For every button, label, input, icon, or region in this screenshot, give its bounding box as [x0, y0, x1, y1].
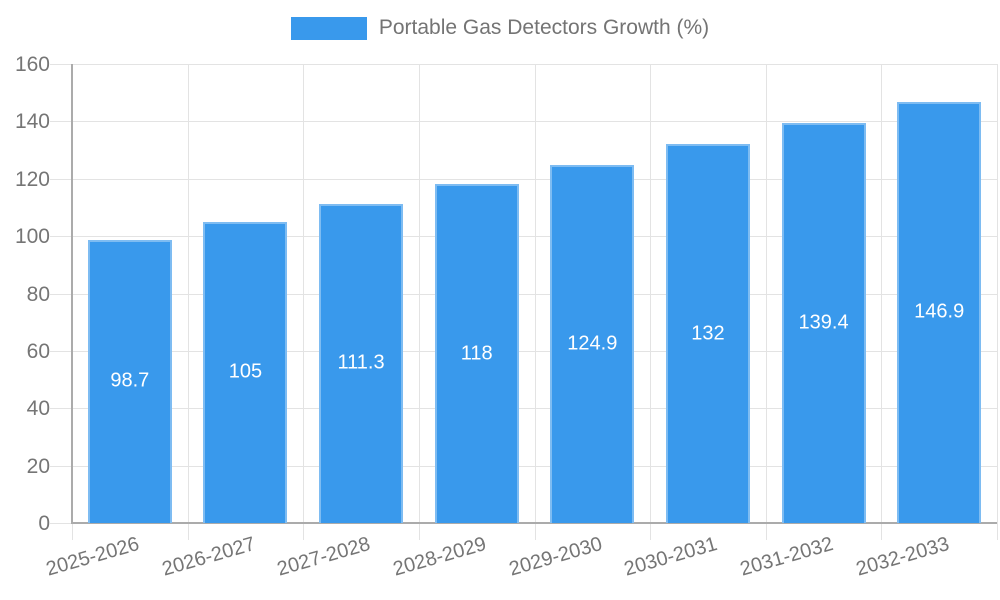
y-axis-line: [71, 64, 73, 523]
x-axis-tick-label: 2027-2028: [275, 533, 374, 581]
bar-2025-2026[interactable]: [87, 239, 172, 523]
gridline-vertical: [650, 64, 652, 540]
x-axis-tick-label: 2028-2029: [390, 533, 489, 581]
x-axis-tick-label: 2026-2027: [159, 533, 258, 581]
bar-2027-2028[interactable]: [319, 203, 404, 523]
gridline-vertical: [303, 64, 305, 540]
gridline-vertical: [997, 64, 998, 540]
bar-2029-2030[interactable]: [550, 164, 635, 523]
x-axis-tick-label: 2025-2026: [43, 533, 142, 581]
bar-value-label: 146.9: [914, 300, 965, 323]
y-axis-tick-label: 120: [14, 167, 50, 191]
y-axis-tick-label: 20: [26, 454, 50, 478]
x-axis-line: [71, 522, 997, 524]
gridline-vertical: [187, 64, 189, 540]
y-axis-tick-label: 0: [38, 512, 50, 535]
bar-2026-2027[interactable]: [203, 221, 288, 523]
bar-2030-2031[interactable]: [665, 144, 750, 523]
legend-swatch-icon: [290, 16, 367, 40]
gridline-horizontal: [50, 236, 997, 238]
legend[interactable]: Portable Gas Detectors Growth (%): [0, 16, 1000, 40]
y-axis-tick-label: 80: [26, 282, 50, 306]
gridline-horizontal: [50, 293, 997, 295]
bar-value-label: 105: [228, 360, 263, 383]
gridline-vertical: [765, 64, 767, 540]
y-axis-tick-label: 60: [26, 339, 50, 363]
gridline-horizontal: [50, 178, 997, 180]
y-axis-tick-label: 140: [14, 110, 50, 134]
x-axis-tick-label: 2030-2031: [621, 533, 721, 581]
gridline-vertical: [418, 64, 420, 540]
gridline-horizontal: [50, 408, 997, 410]
gridline-horizontal: [50, 64, 997, 65]
y-axis-tick-label: 40: [26, 397, 50, 421]
bar-value-label: 132: [691, 322, 725, 345]
bar-value-label: 124.9: [567, 332, 618, 355]
bar-value-label: 111.3: [337, 351, 385, 374]
bar-2032-2033[interactable]: [897, 101, 982, 523]
bar-2031-2032[interactable]: [781, 123, 866, 523]
y-axis-tick-label: 100: [14, 225, 50, 249]
legend-label: Portable Gas Detectors Growth (%): [378, 16, 710, 39]
bar-value-label: 118: [460, 342, 493, 365]
y-axis-tick-label: 160: [14, 53, 50, 76]
bar-value-label: 139.4: [798, 311, 849, 334]
x-axis-tick-label: 2029-2030: [506, 533, 605, 581]
bar-value-label: 98.7: [110, 369, 150, 392]
gridline-horizontal: [50, 465, 997, 467]
x-axis-tick-label: 2031-2032: [737, 533, 836, 581]
x-axis-tick-label: 2032-2033: [853, 533, 952, 581]
gridline-horizontal: [50, 121, 997, 123]
gridline-vertical: [534, 64, 536, 540]
gridline-horizontal: [50, 350, 997, 352]
gridline-vertical: [881, 64, 883, 540]
bar-2028-2029[interactable]: [434, 184, 519, 523]
